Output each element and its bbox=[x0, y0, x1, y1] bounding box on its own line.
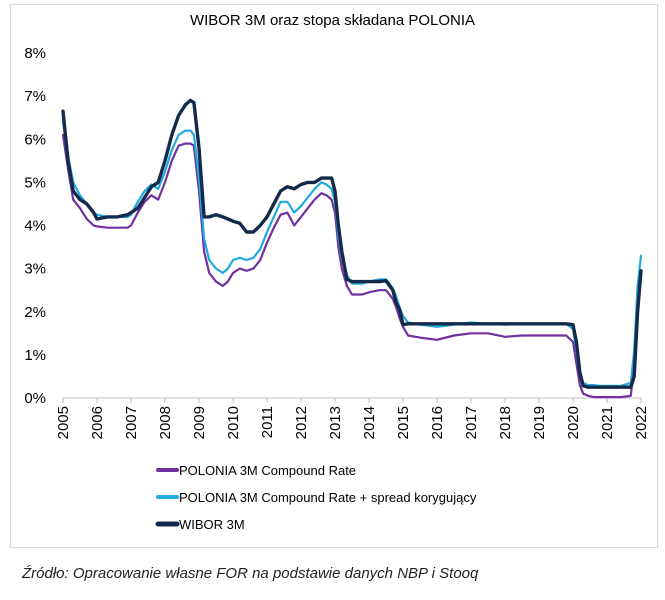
y-tick-label: 8% bbox=[24, 45, 46, 62]
legend-label-0: POLONIA 3M Compound Rate bbox=[179, 463, 356, 478]
legend-label-2: WIBOR 3M bbox=[179, 517, 245, 532]
x-tick-label: 2015 bbox=[395, 406, 412, 439]
y-tick-label: 6% bbox=[24, 131, 46, 148]
x-tick-label: 2018 bbox=[497, 406, 514, 439]
y-tick-label: 7% bbox=[24, 88, 46, 105]
x-tick-label: 2019 bbox=[531, 406, 548, 439]
x-tick-label: 2006 bbox=[89, 406, 106, 439]
chart-frame bbox=[10, 4, 658, 548]
x-tick-label: 2020 bbox=[565, 406, 582, 439]
y-tick-label: 2% bbox=[24, 304, 46, 321]
x-tick-label: 2017 bbox=[463, 406, 480, 439]
x-tick-label: 2010 bbox=[225, 406, 242, 439]
x-tick-label: 2011 bbox=[259, 406, 276, 438]
x-tick-label: 2021 bbox=[599, 406, 616, 439]
series-line-1 bbox=[61, 120, 643, 387]
x-tick-label: 2008 bbox=[157, 406, 174, 439]
x-tick-label: 2022 bbox=[633, 406, 650, 439]
chart-title: WIBOR 3M oraz stopa składana POLONIA bbox=[189, 12, 476, 29]
x-tick-label: 2016 bbox=[429, 406, 446, 439]
series-line-2 bbox=[61, 98, 643, 389]
x-tick-label: 2005 bbox=[55, 406, 72, 439]
series-line-0 bbox=[61, 133, 643, 399]
y-tick-label: 4% bbox=[24, 218, 46, 235]
source-note: Źródło: Opracowanie własne FOR na podsta… bbox=[22, 565, 479, 582]
y-tick-label: 5% bbox=[24, 174, 46, 191]
x-tick-label: 2014 bbox=[361, 406, 378, 439]
y-tick-label: 1% bbox=[24, 347, 46, 364]
line-chart: 0% 1% 2% 3% 4% 5% 6% 7% 8% 2005 2006 2007 2008 2009 20… bbox=[24, 45, 650, 532]
legend-label-1: POLONIA 3M Compound Rate + spread korygu… bbox=[179, 490, 477, 505]
x-tick-label: 2013 bbox=[327, 406, 344, 439]
x-tick-label: 2007 bbox=[123, 406, 140, 439]
y-tick-label: 0% bbox=[24, 390, 46, 407]
x-tick-label: 2009 bbox=[191, 406, 208, 439]
x-tick-label: 2012 bbox=[293, 406, 310, 439]
y-tick-label: 3% bbox=[24, 261, 46, 278]
